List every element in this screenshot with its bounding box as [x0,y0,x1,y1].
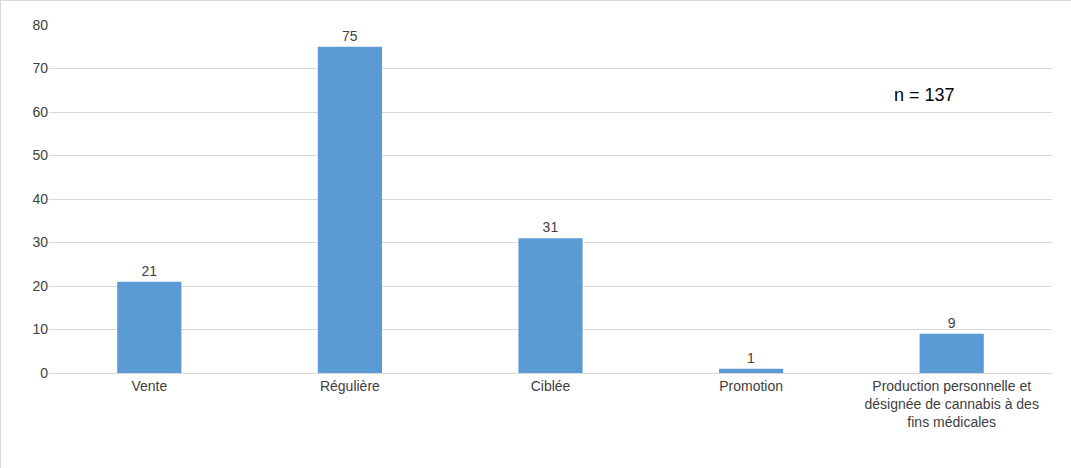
svg-text:75: 75 [342,28,358,44]
svg-text:Promotion: Promotion [719,378,783,394]
svg-text:30: 30 [32,234,48,250]
svg-text:20: 20 [32,278,48,294]
svg-text:n = 137: n = 137 [894,85,955,105]
svg-text:60: 60 [32,104,48,120]
svg-text:80: 80 [32,17,48,33]
svg-text:1: 1 [747,350,755,366]
svg-text:Ciblée: Ciblée [531,378,571,394]
svg-text:21: 21 [141,263,157,279]
svg-text:31: 31 [543,219,559,235]
svg-text:70: 70 [32,60,48,76]
svg-text:0: 0 [40,365,48,381]
svg-text:50: 50 [32,147,48,163]
svg-text:Régulière: Régulière [320,378,380,394]
svg-text:Vente: Vente [131,378,167,394]
svg-text:40: 40 [32,191,48,207]
svg-text:Production personnelle etdésig: Production personnelle etdésignée de can… [865,378,1039,430]
svg-text:10: 10 [32,321,48,337]
svg-text:9: 9 [948,315,956,331]
